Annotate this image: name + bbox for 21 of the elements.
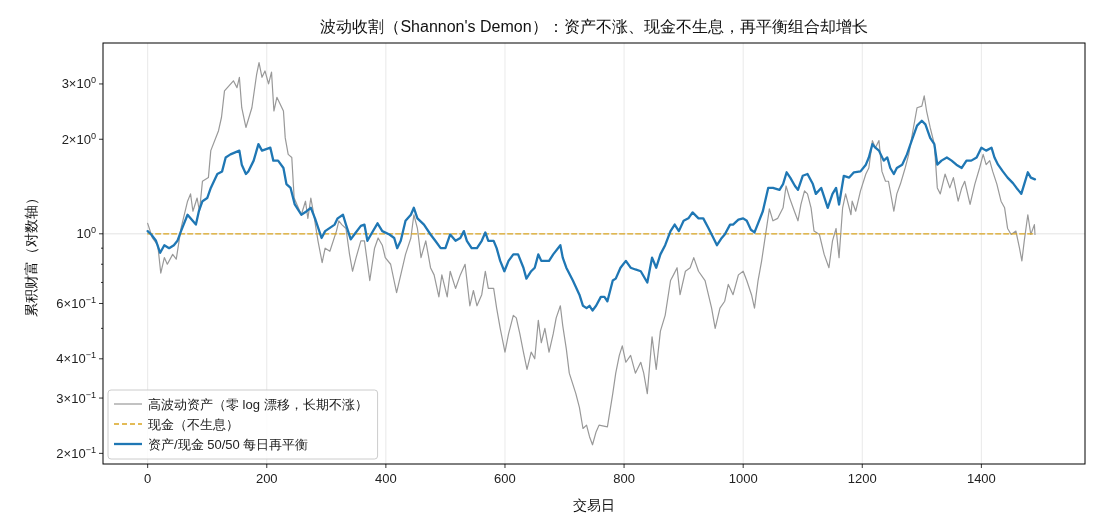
x-tick-label: 600 [494, 471, 516, 486]
chart-title: 波动收割（Shannon's Demon）：资产不涨、现金不生息，再平衡组合却增长 [320, 18, 868, 35]
y-tick-label: 2×10$^{−1}$ [56, 444, 96, 461]
y-axis-title: 累积财富（对数轴） [23, 190, 39, 317]
y-tick-label: 3×10$^{−1}$ [56, 389, 96, 406]
x-tick-label: 400 [375, 471, 397, 486]
y-tick-label: 6×10$^{−1}$ [56, 294, 96, 311]
x-tick-label: 800 [613, 471, 635, 486]
x-tick-label: 1200 [847, 471, 877, 486]
legend-label: 高波动资产（零 log 漂移，长期不涨） [148, 396, 368, 412]
x-tick-label: 200 [255, 471, 278, 486]
x-tick-label: 1000 [728, 471, 758, 486]
x-tick-label: 1400 [966, 471, 996, 486]
legend-label: 资产/现金 50/50 每日再平衡 [148, 436, 309, 452]
y-tick-label: 10$^{0}$ [76, 225, 96, 242]
x-axis-title: 交易日 [573, 497, 615, 513]
x-tick-label: 0 [144, 471, 152, 486]
y-tick-label: 3×10$^{0}$ [61, 75, 96, 92]
legend-label: 现金（不生息） [148, 416, 239, 432]
y-tick-label: 2×10$^{0}$ [61, 130, 96, 147]
y-tick-label: 4×10$^{−1}$ [56, 350, 96, 367]
